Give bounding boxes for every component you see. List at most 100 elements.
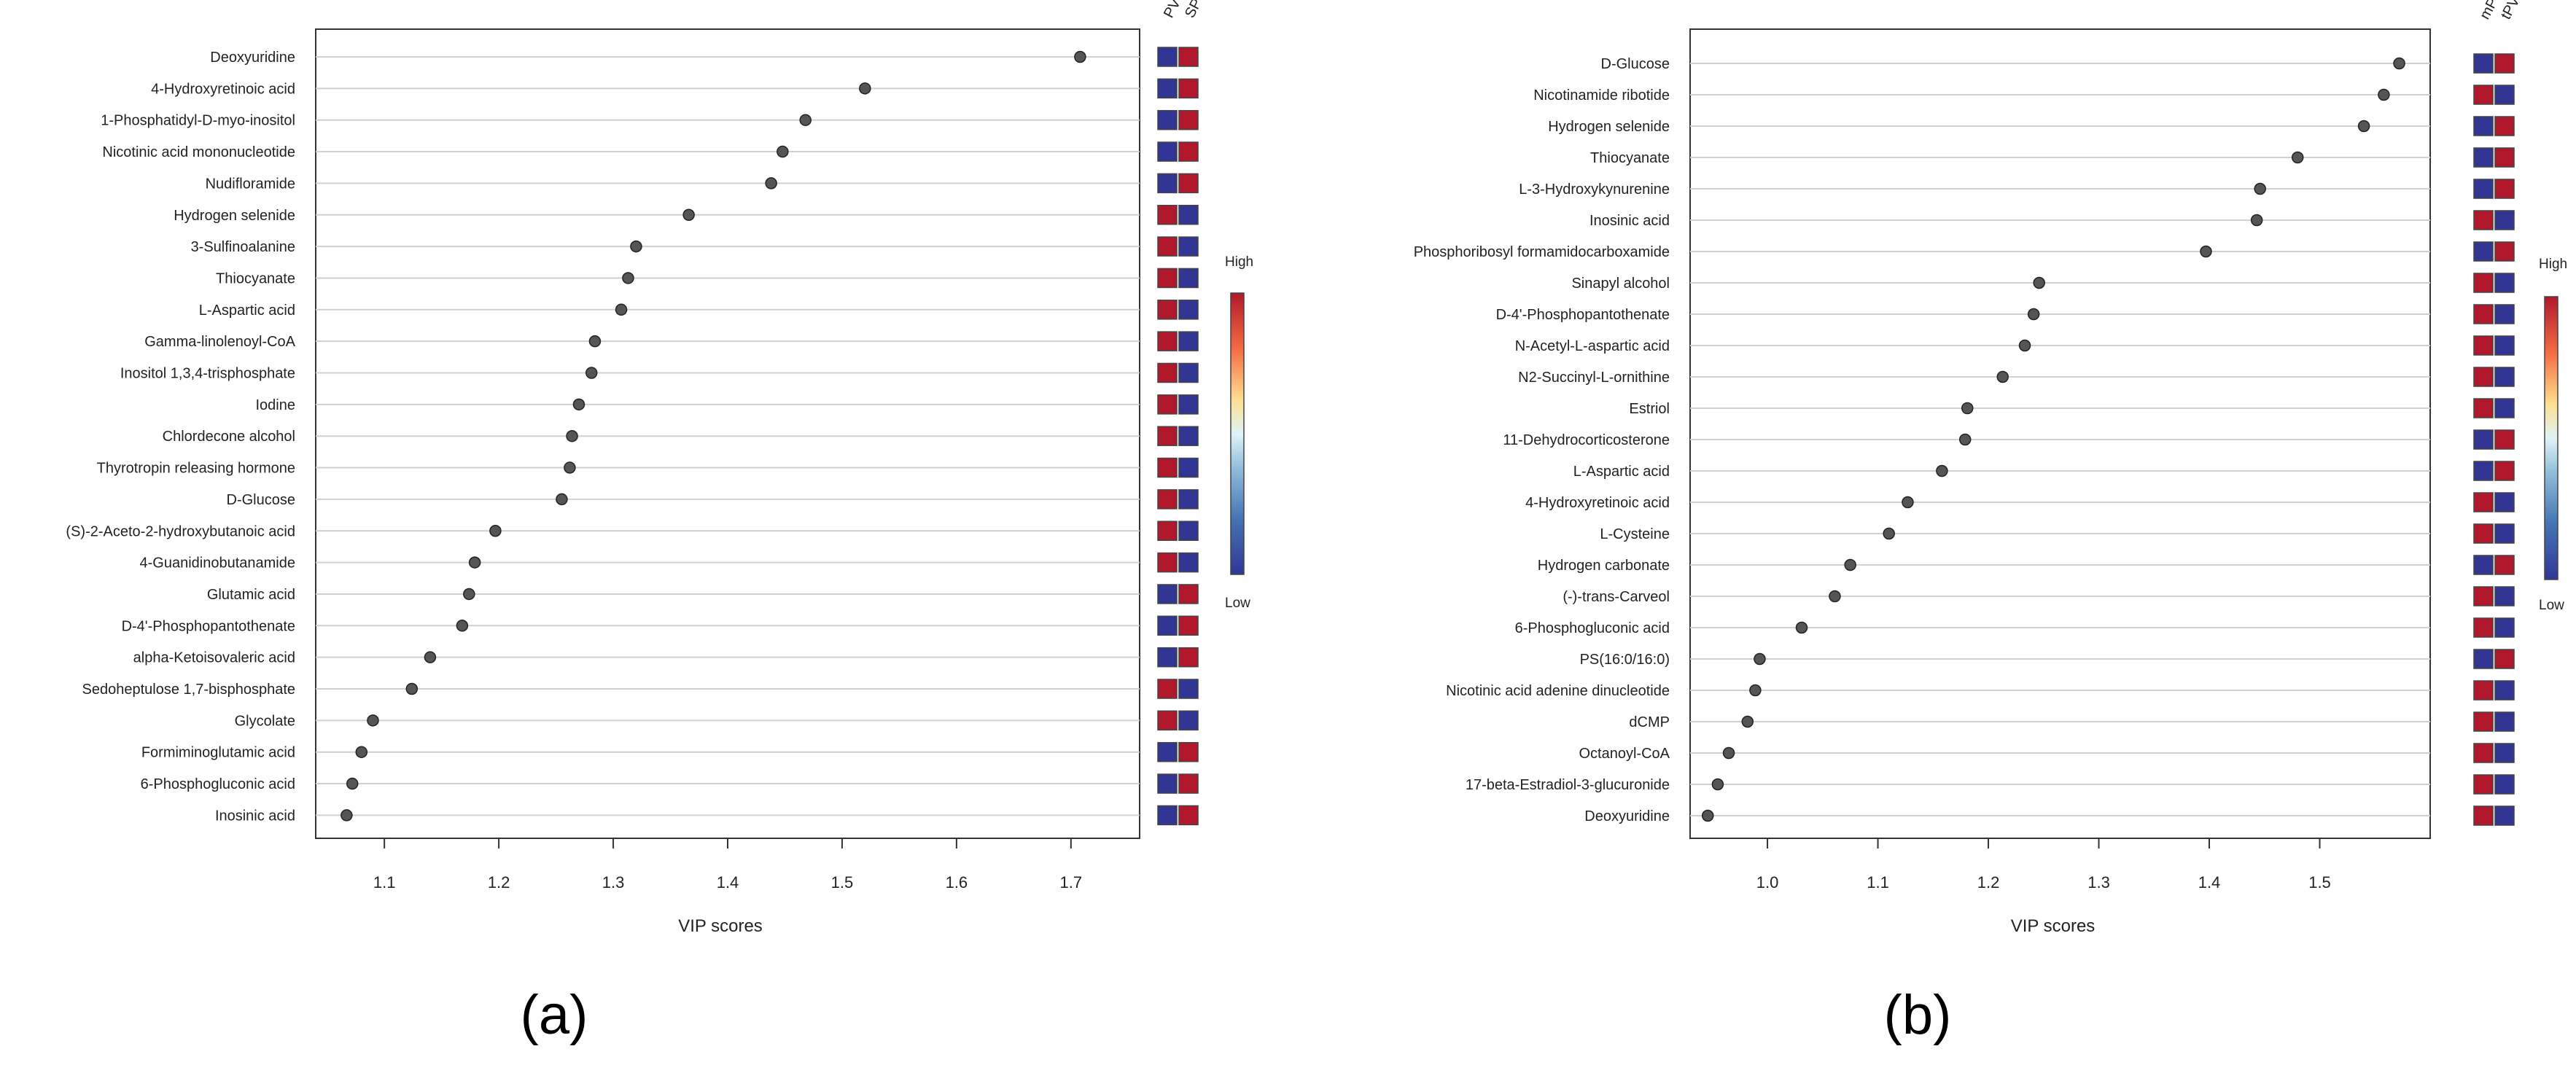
level-cell bbox=[1157, 300, 1178, 320]
x-axis-title: VIP scores bbox=[2011, 916, 2096, 936]
level-cell bbox=[2494, 85, 2515, 105]
level-cell bbox=[1178, 647, 1199, 668]
metabolite-label: Gamma-linolenoyl-CoA bbox=[144, 334, 295, 350]
level-cell bbox=[2494, 711, 2515, 732]
level-cell bbox=[1157, 268, 1178, 289]
vip-point bbox=[566, 429, 578, 442]
level-cell bbox=[2473, 711, 2494, 732]
level-cell bbox=[1157, 805, 1178, 826]
level-cell bbox=[1178, 741, 1199, 762]
x-tick-label: 1.2 bbox=[1977, 873, 2000, 892]
metabolite-label: 17-beta-Estradiol-3-glucuronide bbox=[1466, 777, 1670, 793]
metabolite-label: Iodine bbox=[256, 397, 296, 413]
level-cell bbox=[1178, 141, 1199, 162]
level-cell bbox=[2473, 273, 2494, 293]
level-cell bbox=[1157, 457, 1178, 478]
metabolite-label: 4-Guanidinobutanamide bbox=[140, 555, 296, 571]
vip-point bbox=[572, 398, 585, 411]
metabolite-label: Chlordecone alcohol bbox=[163, 429, 295, 445]
color-scale-bar bbox=[2544, 296, 2559, 580]
metabolite-label: (S)-2-Aceto-2-hydroxybutanoic acid bbox=[66, 523, 295, 539]
level-cell bbox=[2494, 743, 2515, 763]
metabolite-label: alpha-Ketoisovaleric acid bbox=[133, 650, 295, 666]
level-cell bbox=[1178, 773, 1199, 794]
level-cell bbox=[1157, 520, 1178, 541]
level-cell bbox=[1157, 205, 1178, 225]
vip-point bbox=[1958, 433, 1972, 446]
vip-point bbox=[2393, 57, 2405, 70]
level-cell bbox=[2473, 555, 2494, 575]
level-cell bbox=[1157, 426, 1178, 446]
level-cell bbox=[1157, 710, 1178, 731]
level-cell bbox=[2473, 210, 2494, 230]
metabolite-label: D-4'-Phosphopantothenate bbox=[1496, 307, 1670, 323]
vip-point bbox=[405, 682, 419, 695]
level-cell bbox=[1178, 805, 1199, 826]
level-cell bbox=[2473, 241, 2494, 262]
vip-point bbox=[1749, 684, 1762, 697]
metabolite-label: N2-Succinyl-L-ornithine bbox=[1518, 370, 1670, 386]
x-tick-label: 1.2 bbox=[488, 873, 510, 892]
level-cell bbox=[2494, 461, 2515, 481]
level-cell bbox=[1178, 584, 1199, 604]
vip-point bbox=[2200, 245, 2212, 258]
vip-point bbox=[2291, 151, 2304, 164]
metabolite-label: Deoxyuridine bbox=[210, 50, 295, 66]
vip-point bbox=[355, 746, 368, 758]
metabolite-label: Thyrotropin releasing hormone bbox=[97, 461, 295, 477]
level-cell bbox=[2473, 398, 2494, 418]
metabolite-label: D-Glucose bbox=[1601, 56, 1670, 72]
level-cell bbox=[2494, 429, 2515, 450]
panel-b: D-Glucose Nicotinamide ribotide Hydrogen s… bbox=[1414, 0, 2567, 1046]
x-tick-label: 1.4 bbox=[2198, 873, 2221, 892]
metabolite-label: Thiocyanate bbox=[216, 270, 295, 286]
level-cell bbox=[1178, 552, 1199, 573]
metabolite-label: D-Glucose bbox=[227, 492, 295, 508]
metabolite-label: Glutamic acid bbox=[207, 587, 295, 603]
metabolite-label: Sinapyl alcohol bbox=[1571, 276, 1670, 292]
level-cell bbox=[2473, 304, 2494, 324]
metabolite-label: N-Acetyl-L-aspartic acid bbox=[1515, 338, 1670, 354]
level-cell bbox=[2494, 179, 2515, 199]
level-cell bbox=[2494, 335, 2515, 356]
level-cell bbox=[2473, 492, 2494, 512]
metabolite-label: Nicotinic acid mononucleotide bbox=[102, 144, 295, 160]
level-cell bbox=[2494, 241, 2515, 262]
vip-point bbox=[2027, 308, 2040, 321]
vip-point bbox=[367, 714, 379, 727]
metabolite-label: Inosinic acid bbox=[215, 808, 295, 824]
level-cell bbox=[2494, 774, 2515, 795]
vip-point bbox=[2378, 88, 2390, 101]
metabolite-label: 11-Dehydrocorticosterone bbox=[1503, 432, 1670, 448]
metabolite-label: Inositol 1,3,4-trisphosphate bbox=[120, 366, 295, 382]
metabolite-label: L-Aspartic acid bbox=[199, 303, 295, 319]
level-cell bbox=[2494, 492, 2515, 512]
level-cell bbox=[2494, 210, 2515, 230]
scale-low-label: Low bbox=[1225, 596, 1250, 611]
level-cell bbox=[2494, 367, 2515, 387]
vip-point bbox=[341, 809, 353, 822]
level-cell bbox=[1157, 394, 1178, 415]
level-cell bbox=[2494, 523, 2515, 544]
level-cell bbox=[1178, 47, 1199, 67]
level-cell bbox=[2494, 273, 2515, 293]
level-cell bbox=[2473, 85, 2494, 105]
vip-point bbox=[1701, 809, 1714, 822]
vip-point bbox=[2018, 339, 2031, 352]
level-cell bbox=[1178, 394, 1199, 415]
level-cell bbox=[2473, 116, 2494, 136]
vip-point bbox=[424, 651, 437, 663]
level-cell bbox=[1157, 741, 1178, 762]
level-cell bbox=[1178, 489, 1199, 510]
metabolite-label: dCMP bbox=[1629, 714, 1670, 730]
level-cell bbox=[1178, 362, 1199, 383]
metabolite-label: 4-Hydroxyretinoic acid bbox=[1525, 495, 1670, 511]
x-tick-label: 1.3 bbox=[602, 873, 625, 892]
vip-point bbox=[799, 114, 812, 126]
metabolite-label: Estriol bbox=[1629, 401, 1670, 417]
level-cell bbox=[1178, 679, 1199, 699]
group-header: tPV bbox=[2498, 0, 2524, 22]
vip-point bbox=[2250, 214, 2263, 227]
metabolite-label: Hydrogen selenide bbox=[174, 208, 295, 224]
level-cell bbox=[2473, 523, 2494, 544]
